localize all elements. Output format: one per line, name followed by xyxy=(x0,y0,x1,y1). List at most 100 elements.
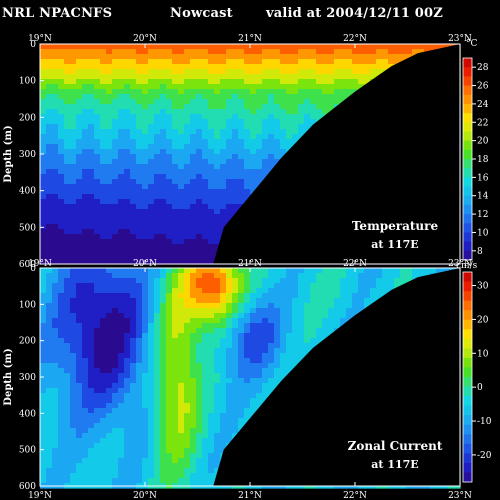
field-cell xyxy=(196,473,203,479)
field-cell xyxy=(382,49,389,55)
field-cell xyxy=(196,403,203,409)
field-cell xyxy=(178,293,185,299)
field-cell xyxy=(124,229,131,235)
field-cell xyxy=(256,393,263,399)
field-cell xyxy=(166,134,173,140)
field-cell xyxy=(118,298,125,304)
field-cell xyxy=(298,94,305,100)
field-cell xyxy=(106,463,113,469)
field-cell xyxy=(136,363,143,369)
field-cell xyxy=(76,363,83,369)
field-cell xyxy=(190,458,197,464)
field-cell xyxy=(244,398,251,404)
field-cell xyxy=(100,114,107,120)
field-cell xyxy=(154,244,161,250)
field-cell xyxy=(256,124,263,130)
field-cell xyxy=(52,49,59,55)
field-cell xyxy=(274,84,281,90)
field-cell xyxy=(214,363,221,369)
field-cell xyxy=(256,333,263,339)
field-cell xyxy=(208,433,215,439)
field-cell xyxy=(178,124,185,130)
field-cell xyxy=(208,303,215,309)
field-cell xyxy=(58,363,65,369)
field-cell xyxy=(64,214,71,220)
field-cell xyxy=(70,378,77,384)
field-cell xyxy=(280,124,287,130)
field-cell xyxy=(238,99,245,105)
field-cell xyxy=(40,393,47,399)
field-cell xyxy=(154,393,161,399)
field-cell xyxy=(304,114,311,120)
field-cell xyxy=(88,428,95,434)
field-cell xyxy=(196,353,203,359)
field-cell xyxy=(160,194,167,200)
field-cell xyxy=(178,104,185,110)
field-cell xyxy=(112,378,119,384)
field-cell xyxy=(142,288,149,294)
field-cell xyxy=(88,84,95,90)
field-cell xyxy=(88,308,95,314)
field-cell xyxy=(64,288,71,294)
field-cell xyxy=(184,478,191,484)
field-cell xyxy=(40,453,47,459)
field-cell xyxy=(46,458,53,464)
field-cell xyxy=(124,234,131,240)
field-cell xyxy=(124,368,131,374)
field-cell xyxy=(88,234,95,240)
field-cell xyxy=(106,323,113,329)
field-cell xyxy=(130,149,137,155)
field-cell xyxy=(190,109,197,115)
field-cell xyxy=(322,54,329,60)
field-cell xyxy=(166,114,173,120)
field-cell xyxy=(70,308,77,314)
field-cell xyxy=(274,59,281,65)
field-cell xyxy=(148,154,155,160)
field-cell xyxy=(46,69,53,75)
field-cell xyxy=(178,313,185,319)
field-cell xyxy=(232,49,239,55)
field-cell xyxy=(118,44,125,50)
field-cell xyxy=(280,298,287,304)
field-cell xyxy=(64,458,71,464)
field-cell xyxy=(70,249,77,255)
field-cell xyxy=(196,458,203,464)
field-cell xyxy=(172,298,179,304)
field-cell xyxy=(94,403,101,409)
field-cell xyxy=(172,234,179,240)
field-cell xyxy=(94,273,101,279)
field-cell xyxy=(64,318,71,324)
field-cell xyxy=(118,283,125,289)
field-cell xyxy=(40,343,47,349)
field-cell xyxy=(268,49,275,55)
field-cell xyxy=(82,119,89,125)
field-cell xyxy=(190,44,197,50)
field-cell xyxy=(112,283,119,289)
field-cell xyxy=(286,119,293,125)
field-cell xyxy=(202,199,209,205)
field-cell xyxy=(226,363,233,369)
field-cell xyxy=(208,278,215,284)
field-cell xyxy=(70,468,77,474)
field-cell xyxy=(208,373,215,379)
field-cell xyxy=(88,353,95,359)
field-cell xyxy=(46,413,53,419)
field-cell xyxy=(166,194,173,200)
field-cell xyxy=(238,49,245,55)
field-cell xyxy=(52,403,59,409)
field-cell xyxy=(106,333,113,339)
field-cell xyxy=(148,408,155,414)
field-cell xyxy=(148,179,155,185)
field-cell xyxy=(166,373,173,379)
field-cell xyxy=(214,214,221,220)
field-cell xyxy=(76,288,83,294)
field-cell xyxy=(214,209,221,215)
field-cell xyxy=(166,44,173,50)
field-cell xyxy=(178,333,185,339)
field-cell xyxy=(334,64,341,70)
field-cell xyxy=(112,303,119,309)
field-cell xyxy=(226,54,233,60)
field-cell xyxy=(124,219,131,225)
field-cell xyxy=(94,293,101,299)
field-cell xyxy=(220,209,227,215)
